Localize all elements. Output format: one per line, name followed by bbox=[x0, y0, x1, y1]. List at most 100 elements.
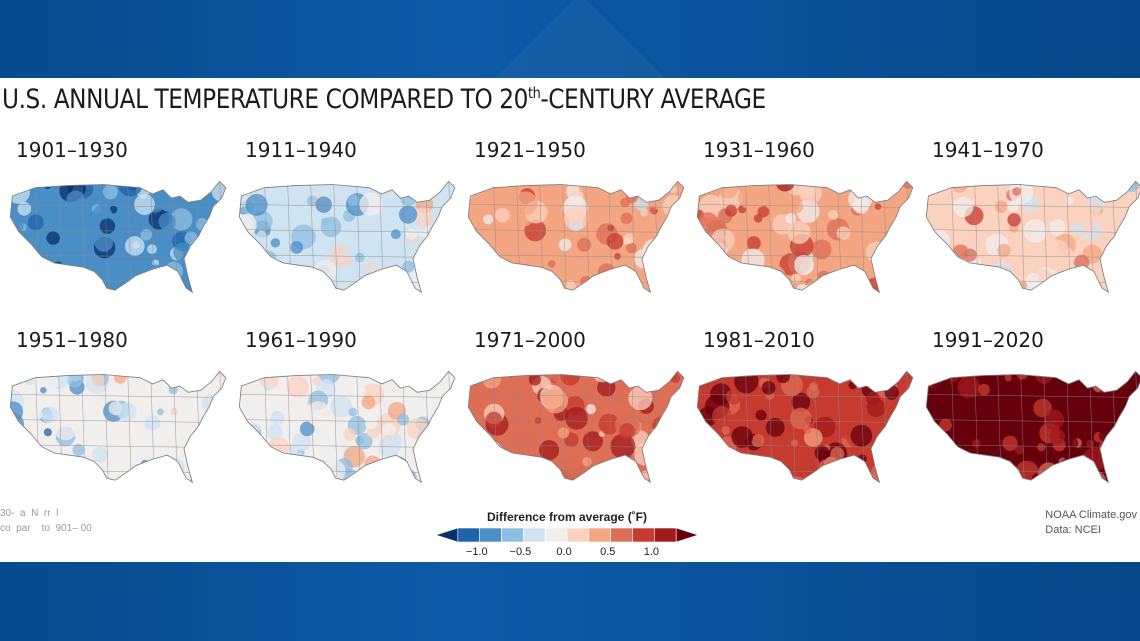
anomaly-blob bbox=[790, 439, 798, 447]
anomaly-blob bbox=[1078, 397, 1094, 413]
anomaly-blob bbox=[791, 273, 801, 283]
anomaly-blob bbox=[526, 241, 540, 255]
us-map bbox=[9, 180, 227, 294]
anomaly-blob bbox=[208, 421, 223, 436]
anomaly-blob bbox=[1111, 445, 1118, 452]
anomaly-blob bbox=[147, 244, 157, 255]
anomaly-blob bbox=[18, 371, 26, 377]
anomaly-blob bbox=[124, 236, 145, 256]
state-border bbox=[239, 229, 455, 233]
anomaly-blob bbox=[204, 466, 219, 482]
state-border bbox=[4, 495, 229, 498]
anomaly-blob bbox=[494, 464, 508, 477]
map-period-label: 1921–1950 bbox=[474, 138, 586, 162]
anomaly-blob bbox=[799, 285, 819, 293]
anomaly-blob bbox=[435, 409, 455, 430]
anomaly-blob bbox=[933, 291, 942, 293]
anomaly-blob bbox=[640, 208, 649, 217]
anomaly-blob bbox=[270, 411, 285, 425]
anomaly-blob bbox=[662, 471, 679, 483]
anomaly-blob bbox=[213, 202, 222, 212]
anomaly-blob bbox=[930, 282, 954, 293]
anomaly-blob bbox=[170, 208, 193, 231]
anomaly-blob bbox=[1016, 371, 1029, 380]
state-border bbox=[196, 371, 201, 483]
anomaly-blob bbox=[1097, 386, 1123, 412]
anomaly-blob bbox=[160, 471, 179, 483]
anomaly-blob bbox=[364, 455, 381, 473]
anomaly-blob bbox=[1025, 272, 1041, 289]
map-panel-4: 1931–1960 bbox=[691, 138, 916, 313]
anomaly-blob bbox=[894, 249, 903, 258]
state-border bbox=[233, 495, 458, 498]
anomaly-blob bbox=[662, 195, 684, 217]
anomaly-blob bbox=[1100, 414, 1115, 430]
anomaly-blob bbox=[366, 181, 374, 186]
anomaly-blob bbox=[1008, 251, 1021, 264]
anomaly-blob bbox=[746, 236, 761, 251]
anomaly-blob bbox=[306, 459, 317, 470]
anomaly-blob bbox=[1086, 439, 1095, 448]
anomaly-blob bbox=[597, 181, 617, 191]
anomaly-blob bbox=[1072, 472, 1083, 483]
anomaly-blob bbox=[954, 280, 970, 293]
anomaly-blob bbox=[184, 231, 198, 245]
legend-swatch bbox=[654, 527, 677, 543]
anomaly-blob bbox=[534, 477, 542, 483]
anomaly-blob bbox=[398, 205, 418, 224]
anomaly-blob bbox=[81, 271, 101, 291]
anomaly-blob bbox=[144, 280, 153, 289]
anomaly-blob bbox=[40, 386, 47, 394]
map-period-label: 1971–2000 bbox=[474, 328, 586, 352]
anomaly-blob bbox=[741, 248, 765, 272]
anomaly-blob bbox=[628, 386, 653, 411]
anomaly-blob bbox=[699, 283, 722, 293]
anomaly-blob bbox=[241, 283, 255, 293]
anomaly-blob bbox=[840, 277, 851, 288]
anomaly-blob bbox=[306, 463, 320, 476]
anomaly-blob bbox=[390, 229, 401, 240]
anomaly-blob bbox=[92, 446, 108, 463]
anomaly-blob bbox=[117, 402, 137, 422]
anomaly-blob bbox=[82, 249, 94, 262]
anomaly-blob bbox=[503, 470, 516, 483]
anomaly-blob bbox=[364, 416, 378, 430]
anomaly-blob bbox=[485, 441, 503, 459]
anomaly-blob bbox=[1115, 274, 1126, 285]
anomaly-blob bbox=[874, 203, 882, 210]
map-panel-7: 1961–1990 bbox=[233, 328, 458, 503]
chart-title: U.S. ANNUAL TEMPERATURE COMPARED TO 20th… bbox=[2, 84, 766, 115]
anomaly-blob bbox=[483, 214, 494, 225]
anomaly-blob bbox=[606, 232, 624, 250]
anomaly-blob bbox=[557, 427, 570, 439]
anomaly-blob bbox=[857, 474, 872, 483]
anomaly-blob bbox=[265, 260, 280, 274]
anomaly-blob bbox=[886, 431, 897, 441]
anomaly-blob bbox=[992, 285, 1003, 293]
anomaly-blob bbox=[578, 183, 588, 194]
us-outline bbox=[9, 370, 227, 484]
anomaly-blob bbox=[667, 257, 675, 265]
anomaly-blob bbox=[315, 196, 332, 213]
anomaly-blob bbox=[513, 191, 538, 216]
anomaly-blob bbox=[776, 371, 791, 384]
anomaly-blob bbox=[134, 194, 155, 215]
anomaly-blob bbox=[354, 252, 365, 263]
anomaly-blob bbox=[65, 219, 77, 231]
anomaly-blob bbox=[1083, 371, 1103, 381]
anomaly-blob bbox=[239, 212, 257, 238]
anomaly-blob bbox=[623, 185, 637, 199]
anomaly-blob bbox=[966, 466, 989, 483]
anomaly-blob bbox=[239, 181, 252, 195]
map-panel-9: 1981–2010 bbox=[691, 328, 916, 503]
anomaly-blob bbox=[496, 183, 513, 200]
state-border bbox=[926, 204, 1140, 208]
state-border bbox=[10, 229, 226, 233]
anomaly-blob bbox=[66, 371, 85, 388]
map-period-label: 1961–1990 bbox=[245, 328, 357, 352]
map-period-label: 1951–1980 bbox=[16, 328, 128, 352]
anomaly-blob bbox=[414, 451, 427, 463]
anomaly-blob bbox=[102, 184, 118, 200]
anomaly-blob bbox=[990, 261, 1013, 284]
anomaly-blob bbox=[10, 185, 16, 196]
